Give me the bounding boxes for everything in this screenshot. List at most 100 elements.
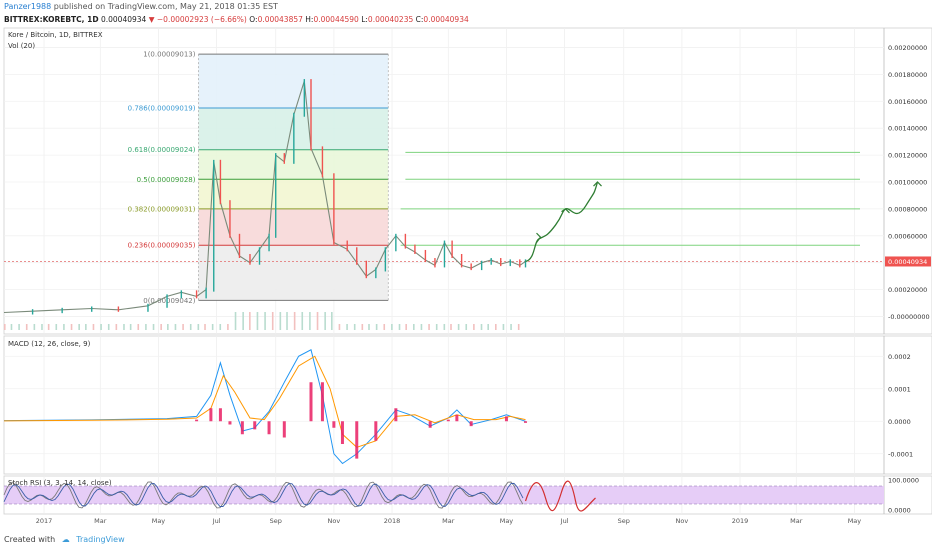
x-tick-label: May — [152, 517, 166, 525]
low-value: 0.00040235 — [367, 15, 414, 24]
fib-zone — [198, 245, 389, 301]
volume-bar — [450, 324, 452, 330]
fib-zone — [198, 54, 389, 108]
volume-bar — [457, 324, 460, 330]
macd-histogram-bar — [228, 421, 232, 425]
volume-bar — [115, 324, 118, 330]
volume-bar — [4, 324, 6, 330]
y-tick-label: 0.00140000 — [888, 125, 927, 133]
macd-histogram-bar — [504, 416, 508, 422]
y-tick-label: 0.00100000 — [888, 179, 927, 187]
volume-bar — [100, 324, 102, 330]
fib-level-label: 0.618(0.00009024) — [128, 146, 196, 154]
volume-bar — [264, 312, 266, 330]
stoch-y-tick-label: 100.0000 — [888, 477, 919, 485]
volume-bar — [361, 324, 364, 330]
volume-bar — [316, 312, 319, 330]
y-tick-label: 0.00160000 — [888, 98, 927, 106]
open-value: 0.00043857 — [257, 15, 303, 24]
author-link[interactable]: Panzer1988 — [4, 2, 52, 11]
volume-bar — [227, 324, 229, 330]
signal-line — [3, 355, 526, 448]
volume-bar — [92, 324, 95, 330]
x-tick-label: Sep — [270, 517, 282, 525]
volume-bar — [517, 324, 520, 330]
volume-bar — [338, 324, 341, 330]
fib-level-label: 0.236(0.00009035) — [128, 242, 196, 250]
fib-zone — [198, 179, 389, 209]
volume-bar — [368, 324, 370, 330]
volume-bar — [129, 324, 132, 330]
fib-level-label: 0.786(0.00009019) — [128, 105, 196, 113]
macd-histogram-bar — [394, 408, 398, 422]
volume-bar — [487, 324, 489, 330]
y-tick-label: 0.00080000 — [888, 205, 927, 213]
macd-y-tick-label: 0.0002 — [888, 353, 911, 361]
volume-bar — [55, 324, 58, 330]
macd-histogram-bar — [240, 421, 244, 435]
close-value: 0.00040934 — [423, 15, 469, 24]
x-tick-label: 2017 — [36, 517, 53, 525]
x-tick-label: Mar — [442, 517, 455, 525]
volume-bar — [375, 324, 378, 330]
open-label: O: — [249, 15, 258, 24]
volume-bar — [324, 312, 326, 330]
x-tick-label: 2018 — [384, 517, 401, 525]
volume-bar — [160, 324, 162, 330]
y-tick-label: 0.00120000 — [888, 152, 927, 160]
volume-bar — [18, 324, 20, 330]
volume-bar — [234, 312, 237, 330]
x-tick-label: Mar — [790, 517, 803, 525]
tradingview-brand[interactable]: TradingView — [76, 535, 125, 544]
volume-bar — [33, 324, 36, 330]
y-tick-label: 0.00060000 — [888, 232, 927, 240]
macd-histogram-bar — [320, 382, 324, 422]
x-tick-label: Mar — [94, 517, 107, 525]
macd-title: MACD (12, 26, close, 9) — [8, 340, 91, 348]
volume-bar — [443, 324, 446, 330]
macd-line — [3, 349, 526, 465]
volume-bar — [293, 312, 296, 330]
volume-bar — [495, 324, 497, 330]
y-tick-label: 0.00180000 — [888, 71, 927, 79]
macd-y-tick-label: 0.0000 — [888, 418, 911, 426]
tradingview-logo-icon: ☁ — [61, 535, 70, 544]
volume-bar — [279, 312, 282, 330]
stoch-k-line — [3, 481, 524, 509]
macd-histogram-bar — [455, 414, 459, 422]
volume-bar — [85, 324, 87, 330]
high-value: 0.00044590 — [313, 15, 359, 24]
volume-bar — [25, 324, 28, 330]
high-label: H: — [305, 15, 314, 24]
macd-histogram-bar — [374, 421, 378, 441]
footer: Created with ☁ TradingView — [4, 535, 125, 544]
volume-bar — [435, 324, 438, 330]
stoch-y-tick-label: 0.0000 — [888, 507, 911, 515]
macd-histogram-bar — [282, 421, 286, 438]
x-tick-label: Nov — [328, 517, 341, 525]
volume-bar — [123, 324, 125, 330]
volume-bar — [428, 324, 430, 330]
main-title: Kore / Bitcoin, 1D, BITTREX — [8, 31, 103, 39]
close-label: C: — [415, 15, 424, 24]
volume-bar — [309, 312, 311, 330]
last-price-tag-label: 0.00040934 — [888, 258, 927, 266]
volume-bar — [167, 324, 169, 330]
volume-bar — [353, 324, 356, 330]
macd-histogram-bar — [355, 421, 359, 459]
fib-level-label: 0.5(0.00009028) — [137, 176, 196, 184]
volume-bar — [204, 324, 206, 330]
macd-y-tick-label: -0.0001 — [888, 450, 913, 458]
volume-bar — [242, 312, 244, 330]
macd-histogram-bar — [340, 421, 344, 444]
arrowhead-icon — [561, 208, 570, 214]
volume-bar — [473, 324, 475, 330]
volume-bar — [480, 324, 483, 330]
volume-bar — [383, 324, 386, 330]
volume-label: Vol (20) — [8, 42, 35, 50]
low-label: L: — [361, 15, 368, 24]
volume-bar — [41, 324, 43, 330]
volume-bar — [189, 324, 192, 330]
x-tick-label: Nov — [676, 517, 689, 525]
